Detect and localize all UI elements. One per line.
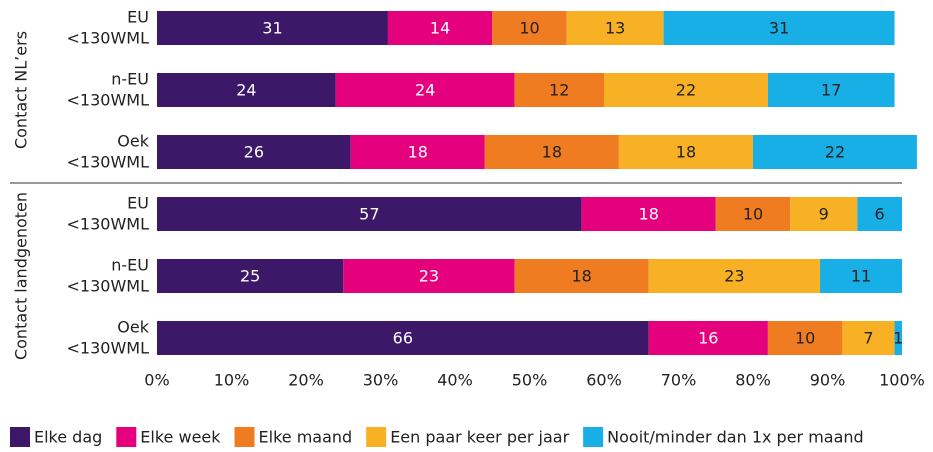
x-tick-label: 20% [288, 371, 324, 390]
legend-swatch [116, 427, 137, 447]
x-tick-label: 60% [586, 371, 622, 390]
bar-segment [157, 73, 336, 107]
x-tick-label: 90% [810, 371, 846, 390]
category-label: <130WML [67, 339, 150, 358]
bar-segment [715, 197, 791, 231]
value-label: 10 [743, 205, 763, 224]
value-label: 23 [419, 267, 439, 286]
bar-segment [894, 321, 902, 355]
value-label: 22 [825, 143, 845, 162]
value-label: 10 [519, 19, 539, 38]
category-label: <130WML [67, 153, 150, 172]
category-label: Oek [117, 318, 149, 337]
value-label: 11 [851, 267, 871, 286]
bar-segment [618, 135, 753, 169]
bar-segment [492, 11, 567, 45]
bar-segment [350, 135, 485, 169]
value-label: 57 [359, 205, 379, 224]
value-label: 1 [893, 329, 903, 348]
x-tick-label: 70% [661, 371, 697, 390]
bar-segment [581, 197, 716, 231]
bar-segment [157, 11, 388, 45]
bar-segment [387, 11, 493, 45]
bar-segment [157, 135, 351, 169]
bar-segment [767, 73, 895, 107]
x-tick-label: 40% [437, 371, 473, 390]
category-label: n-EU [111, 70, 149, 89]
bar-segment [157, 259, 344, 293]
x-tick-label: 50% [512, 371, 548, 390]
bar-segment [484, 135, 619, 169]
value-label: 12 [549, 81, 569, 100]
value-label: 24 [415, 81, 435, 100]
category-label: n-EU [111, 256, 149, 275]
value-label: 31 [769, 19, 789, 38]
value-label: 26 [244, 143, 264, 162]
value-label: 31 [262, 19, 282, 38]
group-label: Contact NL’ers [12, 31, 31, 149]
value-label: 17 [821, 81, 841, 100]
value-label: 10 [795, 329, 815, 348]
category-label: Oek [117, 132, 149, 151]
legend-label: Elke dag [34, 428, 102, 447]
x-tick-label: 80% [735, 371, 771, 390]
bar-segment [514, 73, 604, 107]
bar-segment [648, 321, 768, 355]
legend-label: Elke maand [259, 428, 353, 447]
category-label: <130WML [67, 29, 150, 48]
value-label: 25 [240, 267, 260, 286]
bar-segment [157, 197, 582, 231]
bar-segment [514, 259, 649, 293]
bar-segment [753, 135, 917, 169]
value-label: 16 [698, 329, 718, 348]
value-label: 13 [605, 19, 625, 38]
bar-segment [343, 259, 515, 293]
bar-segment [842, 321, 895, 355]
x-tick-label: 0% [144, 371, 169, 390]
value-label: 14 [430, 19, 450, 38]
legend-label: Elke week [140, 428, 221, 447]
x-tick-label: 10% [214, 371, 250, 390]
value-label: 18 [408, 143, 428, 162]
legend-label: Nooit/minder dan 1x per maand [607, 428, 864, 447]
legend-label: Een paar keer per jaar [390, 428, 569, 447]
bar-segment [566, 11, 664, 45]
bar-segment [767, 321, 843, 355]
value-label: 18 [542, 143, 562, 162]
legend-swatch [583, 427, 604, 447]
value-label: 18 [676, 143, 696, 162]
value-label: 9 [819, 205, 829, 224]
category-label: <130WML [67, 215, 150, 234]
value-label: 24 [236, 81, 256, 100]
value-label: 7 [863, 329, 873, 348]
bar-segment [790, 197, 858, 231]
x-tick-label: 30% [363, 371, 399, 390]
bar-segment [157, 321, 649, 355]
legend-swatch [234, 427, 255, 447]
group-label: Contact landgenoten [12, 192, 31, 360]
bar-segment [857, 197, 902, 231]
bar-segment [820, 259, 902, 293]
bar-segment [663, 11, 895, 45]
bar-segment [648, 259, 821, 293]
category-label: EU [127, 194, 149, 213]
value-label: 18 [571, 267, 591, 286]
value-label: 22 [676, 81, 696, 100]
category-label: <130WML [67, 277, 150, 296]
value-label: 66 [393, 329, 413, 348]
legend-swatch [366, 427, 387, 447]
value-label: 6 [875, 205, 885, 224]
value-label: 23 [724, 267, 744, 286]
legend-swatch [10, 427, 30, 447]
value-label: 18 [639, 205, 659, 224]
x-tick-label: 100% [879, 371, 925, 390]
bar-segment [335, 73, 515, 107]
category-label: EU [127, 8, 149, 27]
category-label: <130WML [67, 91, 150, 110]
bar-segment [604, 73, 768, 107]
